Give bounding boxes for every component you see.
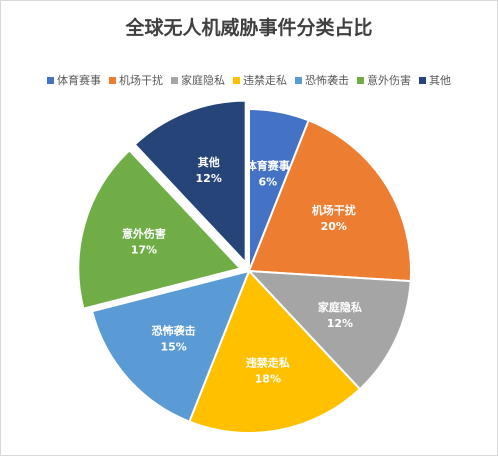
pie-slice xyxy=(77,148,243,310)
legend-item: 其他 xyxy=(419,72,451,88)
legend-label: 机场干扰 xyxy=(119,74,163,87)
pie-slice xyxy=(246,269,412,391)
legend-swatch xyxy=(233,76,240,84)
slice-value-label: 20% xyxy=(321,220,347,233)
legend-swatch xyxy=(295,76,302,84)
slice-category-label: 恐怖袭击 xyxy=(152,323,196,337)
legend: 体育赛事 机场干扰 家庭隐私 违禁走私 恐怖袭击 意外伤害 其他 xyxy=(1,72,497,88)
legend-label: 其他 xyxy=(429,74,451,87)
legend-item: 恐怖袭击 xyxy=(295,72,349,88)
legend-item: 意外伤害 xyxy=(357,72,411,88)
legend-swatch xyxy=(419,76,426,84)
legend-item: 家庭隐私 xyxy=(171,72,225,88)
legend-label: 家庭隐私 xyxy=(181,74,225,87)
legend-item: 机场干扰 xyxy=(109,72,163,88)
slice-category-label: 家庭隐私 xyxy=(318,300,362,314)
legend-item: 违禁走私 xyxy=(233,72,287,88)
slice-value-label: 15% xyxy=(160,340,186,353)
chart-title: 全球无人机威胁事件分类占比 xyxy=(125,17,373,39)
slice-value-label: 12% xyxy=(327,317,353,330)
legend-label: 体育赛事 xyxy=(57,74,101,87)
slice-value-label: 18% xyxy=(255,373,281,386)
slice-value-label: 6% xyxy=(258,175,277,188)
legend-swatch xyxy=(357,76,364,84)
pie-slice xyxy=(90,269,251,423)
slice-value-label: 12% xyxy=(196,172,222,185)
slice-category-label: 体育赛事 xyxy=(246,158,290,172)
slice-category-label: 意外伤害 xyxy=(122,226,166,240)
legend-item: 体育赛事 xyxy=(47,72,101,88)
slice-category-label: 其他 xyxy=(198,155,220,169)
legend-label: 意外伤害 xyxy=(367,74,411,87)
pie-slice xyxy=(133,99,247,266)
legend-swatch xyxy=(171,76,178,84)
legend-swatch xyxy=(47,76,54,84)
slice-category-label: 违禁走私 xyxy=(246,356,290,370)
legend-label: 违禁走私 xyxy=(243,74,287,87)
pie-slice xyxy=(188,269,362,434)
slice-category-label: 机场干扰 xyxy=(312,203,356,217)
legend-swatch xyxy=(109,76,116,84)
slice-value-label: 17% xyxy=(131,243,157,256)
pie-slice xyxy=(247,119,412,283)
legend-label: 恐怖袭击 xyxy=(305,74,349,87)
